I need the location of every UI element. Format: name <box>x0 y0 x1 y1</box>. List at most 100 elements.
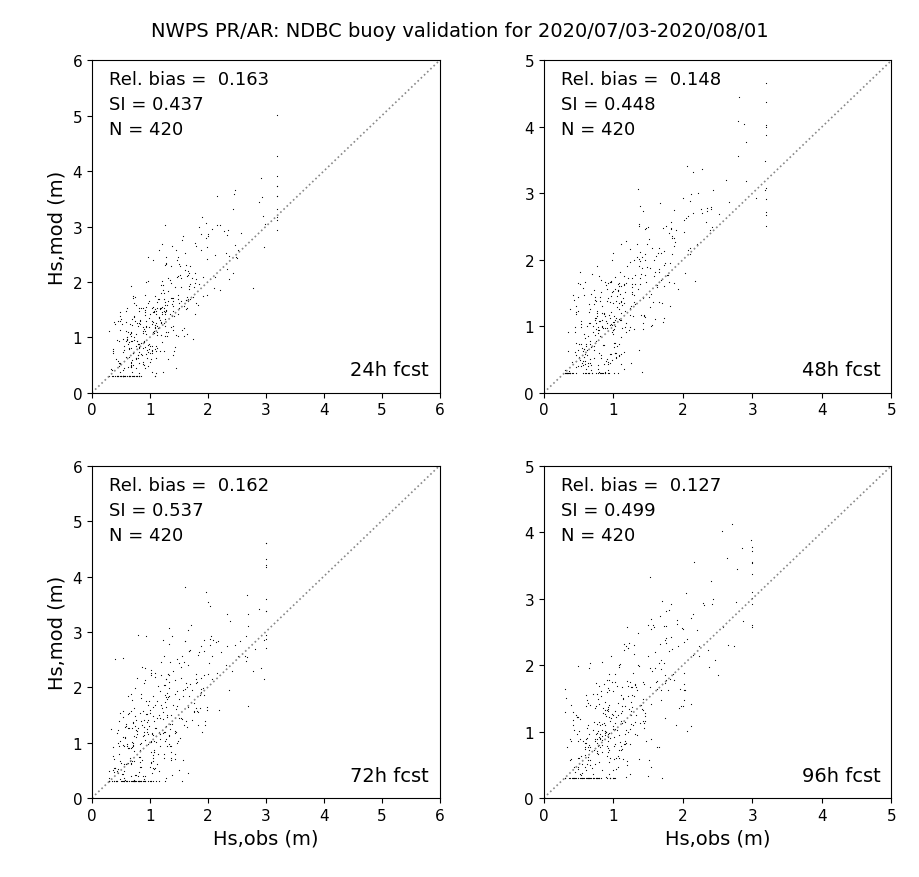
Point <box>136 724 151 738</box>
Point <box>111 315 126 329</box>
Point <box>131 338 146 352</box>
Point <box>174 295 188 309</box>
Point <box>270 170 285 184</box>
Point <box>613 744 628 758</box>
Point <box>625 271 640 285</box>
Point <box>588 699 603 713</box>
Point <box>105 740 119 754</box>
Point <box>653 683 668 697</box>
Point <box>122 752 137 766</box>
Point <box>159 732 174 746</box>
Point <box>163 738 177 752</box>
Point <box>593 329 607 343</box>
Point <box>123 280 138 294</box>
Point <box>574 766 589 781</box>
Point <box>568 300 583 314</box>
Point <box>108 369 122 383</box>
Point <box>162 728 176 742</box>
Point <box>127 310 142 324</box>
Point <box>148 343 163 357</box>
Point <box>180 328 195 342</box>
Point <box>574 356 589 370</box>
Point <box>581 360 596 374</box>
Point <box>136 358 151 372</box>
Point <box>676 700 691 714</box>
Point <box>127 774 142 788</box>
Point <box>153 302 168 316</box>
Point <box>676 214 691 228</box>
Point <box>594 351 608 365</box>
Point <box>162 675 176 689</box>
Point <box>652 656 666 670</box>
Point <box>745 556 760 570</box>
X-axis label: Hs,obs (m): Hs,obs (m) <box>664 828 770 847</box>
Point <box>139 347 153 361</box>
Point <box>174 710 188 724</box>
Point <box>596 677 611 691</box>
Point <box>159 326 174 340</box>
Point <box>680 724 695 738</box>
Point <box>220 607 234 621</box>
Point <box>658 631 673 645</box>
Point <box>162 738 176 752</box>
Point <box>613 314 628 328</box>
Point <box>659 673 674 687</box>
Point <box>606 771 620 785</box>
Point <box>123 360 138 374</box>
Point <box>628 715 642 729</box>
Point <box>576 289 591 303</box>
Point <box>111 360 126 374</box>
Point <box>627 296 641 310</box>
Point <box>156 302 171 316</box>
Point <box>107 760 121 774</box>
Point <box>590 745 605 759</box>
Point <box>120 689 135 703</box>
Point <box>156 705 171 719</box>
Point <box>581 771 596 785</box>
Point <box>124 369 139 383</box>
Point <box>142 320 156 334</box>
Point <box>180 294 195 308</box>
Point <box>587 291 602 305</box>
Point <box>628 269 642 283</box>
Point <box>599 279 614 293</box>
Point <box>677 677 692 691</box>
Point <box>206 633 221 647</box>
Point <box>181 766 196 780</box>
Point <box>143 339 158 353</box>
Point <box>127 774 142 788</box>
Point <box>102 772 117 786</box>
Point <box>133 348 148 362</box>
Point <box>557 771 572 785</box>
Point <box>149 296 164 310</box>
Point <box>645 241 660 255</box>
Point <box>614 295 629 309</box>
Point <box>601 276 616 290</box>
Point <box>164 291 178 305</box>
Point <box>170 250 185 264</box>
Point <box>137 713 152 727</box>
Point <box>660 269 675 283</box>
Point <box>620 725 635 739</box>
Point <box>585 688 600 702</box>
Point <box>598 718 613 732</box>
Point <box>658 711 673 725</box>
Point <box>594 771 608 785</box>
Point <box>604 276 618 290</box>
Point <box>126 715 141 729</box>
Point <box>561 325 575 339</box>
Point <box>656 259 671 273</box>
Point <box>102 774 117 788</box>
Point <box>602 699 617 713</box>
Point <box>594 286 608 300</box>
Point <box>189 704 204 718</box>
Point <box>102 774 117 788</box>
Point <box>596 733 610 747</box>
Point <box>115 332 130 346</box>
Point <box>123 361 138 375</box>
Point <box>194 685 209 699</box>
Point <box>637 721 652 735</box>
Point <box>735 541 750 555</box>
Point <box>105 774 119 788</box>
Point <box>149 345 164 359</box>
